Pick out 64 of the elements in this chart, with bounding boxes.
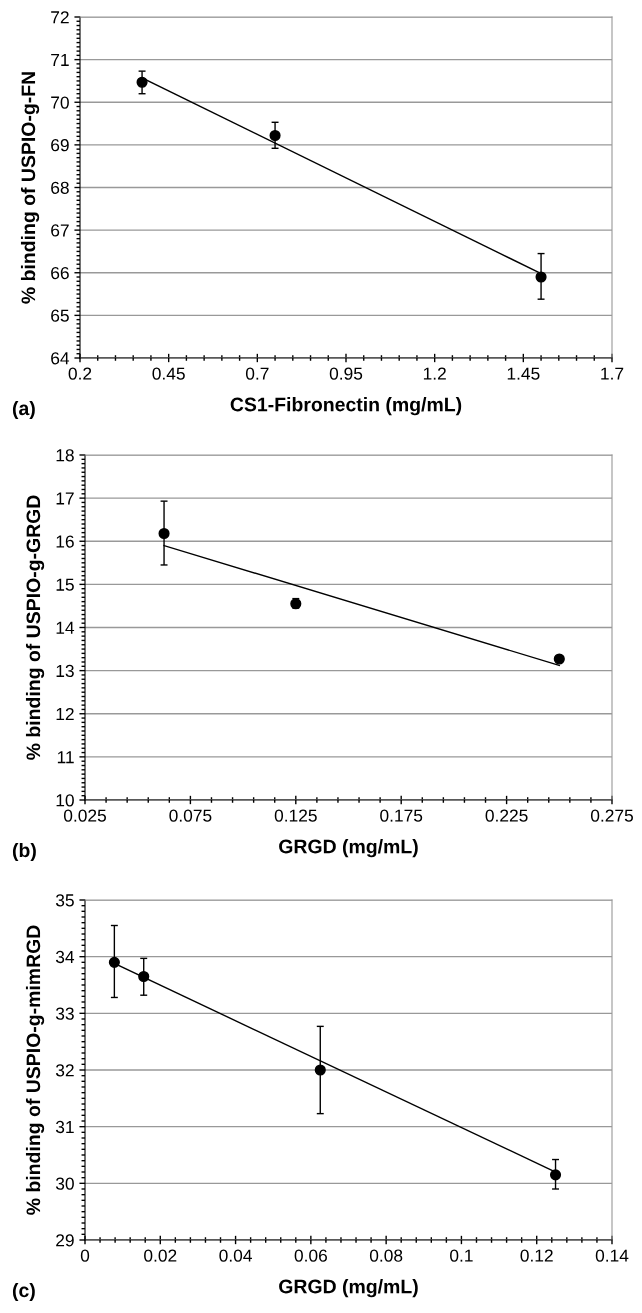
y-tick-label: 66 [51, 266, 69, 280]
y-tick-label: 69 [51, 139, 69, 152]
y-tick-label: 65 [51, 309, 69, 322]
x-tick-label: 0.225 [485, 809, 528, 822]
y-tick-label: 29 [56, 1234, 74, 1247]
y-tick-label: 13 [56, 664, 74, 678]
text: (c) [12, 1282, 35, 1302]
x-tick-label: 0 [80, 1249, 90, 1262]
y-tick-label: 33 [55, 1007, 74, 1020]
point [158, 527, 170, 540]
y-tick-label: 64 [51, 352, 70, 365]
point [553, 653, 565, 665]
y-tick-label: 34 [55, 950, 75, 964]
point [108, 956, 120, 968]
y-tick-label: 32 [55, 1064, 74, 1077]
point [314, 1064, 326, 1076]
y-tick-label: 31 [55, 1120, 74, 1134]
y-tick-label: 68 [51, 181, 69, 194]
x-tick-label: 0.075 [169, 809, 212, 822]
y-tick-label: 12 [56, 707, 74, 721]
y-axis-title: % binding of USPIO-g-GRGD [25, 495, 45, 760]
x-tick-label: 1.2 [423, 367, 446, 380]
x-tick-label: 0.2 [68, 367, 92, 380]
x-tick-label: 0.06 [294, 1249, 327, 1262]
y-tick-label: 67 [51, 224, 69, 237]
x-tick-label: 1.7 [601, 367, 624, 380]
x-axis-title: GRGD (mg/mL) [279, 839, 418, 858]
x-tick-label: 0.175 [380, 809, 423, 822]
point [269, 129, 281, 142]
y-tick-label: 10 [56, 794, 74, 807]
y-tick-label: 35 [55, 894, 74, 907]
y-tick-label: 71 [51, 53, 69, 66]
x-tick-label: 0.275 [590, 809, 633, 822]
x-axis-title: GRGD (mg/mL) [279, 1279, 418, 1298]
y-axis-title: % binding of USPIO-g-FN [20, 72, 40, 304]
x-tick-label: 0.95 [329, 367, 363, 380]
x-tick-label: 1.45 [507, 367, 540, 380]
x-tick-label: 0.45 [152, 367, 185, 380]
point [138, 970, 150, 983]
text: (b) [12, 842, 36, 862]
y-tick-label: 11 [57, 751, 74, 764]
y-tick-label: 14 [56, 621, 75, 634]
y-tick-label: 30 [55, 1177, 74, 1190]
x-tick-label: 0.04 [219, 1249, 252, 1262]
x-tick-label: 0.7 [245, 367, 269, 380]
x-axis-title: CS1-Fibronectin (mg/mL) [230, 397, 462, 416]
x-tick-label: 0.08 [369, 1249, 403, 1262]
y-axis-title: % binding of USPIO-g-mimRGD [25, 925, 45, 1215]
point [535, 271, 547, 283]
y-tick-label: 18 [56, 449, 74, 462]
point [136, 76, 148, 88]
x-tick-label: 0.1 [450, 1249, 473, 1262]
x-tick-label: 0.12 [520, 1249, 553, 1262]
y-tick-label: 15 [56, 578, 74, 591]
y-tick-label: 72 [51, 11, 69, 24]
x-tick-label: 0.02 [144, 1249, 177, 1262]
x-tick-label: 0.125 [274, 809, 317, 822]
point [549, 1169, 562, 1181]
y-tick-label: 17 [56, 492, 74, 505]
y-tick-label: 16 [56, 535, 74, 548]
x-tick-label: 0.025 [63, 809, 106, 822]
text: (a) [12, 400, 35, 420]
x-tick-label: 0.14 [595, 1249, 629, 1262]
y-tick-label: 70 [51, 96, 69, 109]
